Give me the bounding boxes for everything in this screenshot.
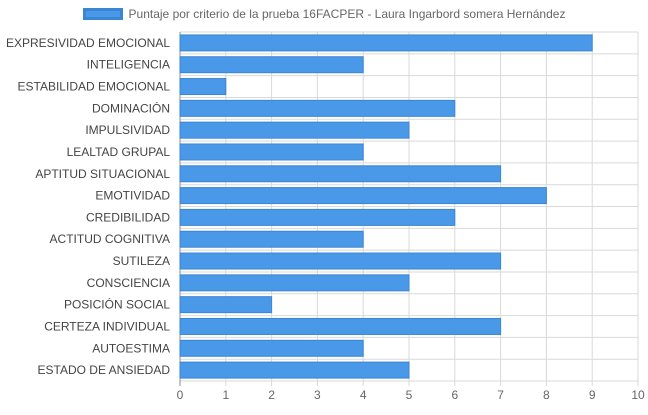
category-label: EMOTIVIDAD <box>95 189 170 203</box>
bar <box>179 339 364 357</box>
category-label: ACTITUD COGNITIVA <box>50 232 170 246</box>
x-tick-label: 3 <box>314 388 321 402</box>
bar <box>179 296 273 314</box>
x-tick-label: 9 <box>589 388 596 402</box>
chart-legend[interactable]: Puntaje por criterio de la prueba 16FACP… <box>0 6 648 21</box>
x-tick-label: 7 <box>497 388 504 402</box>
category-label: ESTADO DE ANSIEDAD <box>38 363 171 377</box>
legend-swatch <box>82 7 123 20</box>
x-tick-label: 4 <box>360 388 367 402</box>
x-tick-label: 10 <box>631 388 645 402</box>
category-label: AUTOESTIMA <box>92 341 170 355</box>
category-label: POSICIÓN SOCIAL <box>64 297 170 312</box>
category-label: ESTABILIDAD EMOCIONAL <box>18 80 171 94</box>
bar <box>179 99 456 117</box>
bar <box>179 143 364 161</box>
bar <box>179 230 364 248</box>
x-tick-label: 6 <box>451 388 458 402</box>
category-label: IMPULSIVIDAD <box>85 123 170 137</box>
bar <box>179 56 364 74</box>
category-label: LEALTAD GRUPAL <box>67 145 171 159</box>
bar <box>179 252 502 270</box>
legend-label: Puntaje por criterio de la prueba 16FACP… <box>128 6 566 21</box>
bar <box>179 208 456 226</box>
category-label: CONSCIENCIA <box>87 276 170 290</box>
category-label: APTITUD SITUACIONAL <box>35 167 170 181</box>
bar <box>179 187 547 205</box>
x-tick-label: 2 <box>268 388 275 402</box>
bar <box>179 34 593 52</box>
bar <box>179 121 410 139</box>
x-tick-label: 0 <box>177 388 184 402</box>
category-label: INTELIGENCIA <box>87 58 170 72</box>
category-label: EXPRESIVIDAD EMOCIONAL <box>6 36 170 50</box>
x-tick-label: 8 <box>543 388 550 402</box>
bar <box>179 78 227 96</box>
category-label: SUTILEZA <box>113 254 170 268</box>
bar <box>179 165 502 183</box>
x-tick-label: 1 <box>222 388 229 402</box>
category-label: CERTEZA INDIVIDUAL <box>44 319 170 333</box>
bar <box>179 361 410 379</box>
bar <box>179 317 502 335</box>
category-label: DOMINACIÓN <box>92 100 170 115</box>
category-label: CREDIBILIDAD <box>86 210 170 224</box>
x-tick-label: 5 <box>406 388 413 402</box>
bar <box>179 274 410 292</box>
